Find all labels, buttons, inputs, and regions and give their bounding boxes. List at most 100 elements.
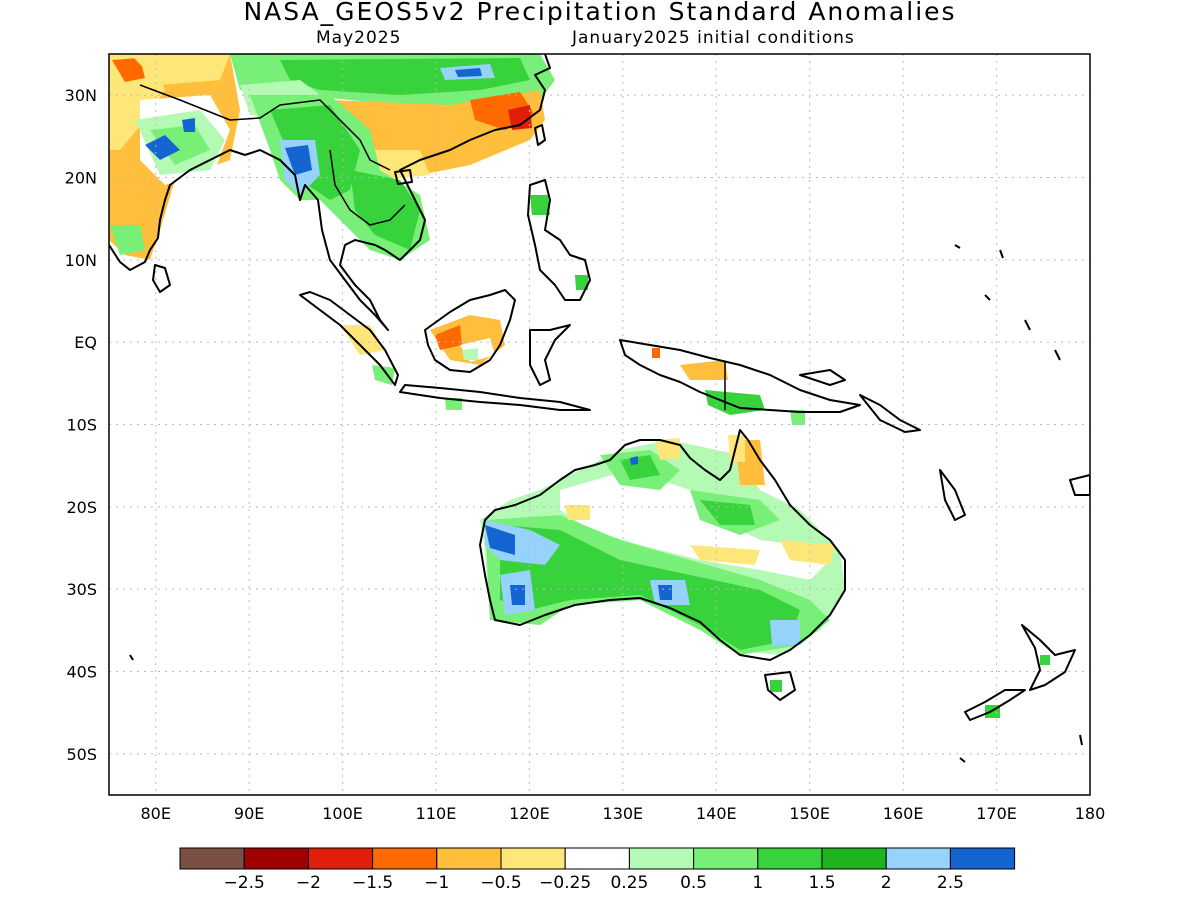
anomaly-region bbox=[620, 455, 660, 480]
anomaly-region bbox=[455, 68, 482, 77]
y-tick-label: EQ bbox=[74, 333, 97, 352]
anomaly-region bbox=[790, 410, 805, 425]
anomaly-region bbox=[728, 435, 745, 462]
y-tick-label: 10N bbox=[65, 251, 97, 270]
colorbar-swatch bbox=[307, 847, 374, 870]
anomaly-region bbox=[445, 398, 462, 410]
y-tick-label: 30N bbox=[65, 86, 97, 105]
x-tick-label: 90E bbox=[234, 804, 264, 823]
coastline-australia bbox=[479, 429, 846, 661]
colorbar-label: 2.5 bbox=[937, 873, 964, 893]
colorbar-swatch bbox=[500, 847, 566, 870]
x-tick-label: 180 bbox=[1075, 804, 1106, 823]
anomaly-region bbox=[780, 540, 835, 565]
colorbar-swatch bbox=[179, 847, 245, 870]
plot-frame bbox=[108, 53, 1091, 796]
colorbar-swatch bbox=[372, 847, 438, 870]
coastline-philippines bbox=[527, 179, 591, 301]
coastlines bbox=[109, 54, 1090, 763]
coastline-java bbox=[399, 384, 591, 411]
anomaly-region bbox=[340, 325, 385, 355]
colorbar-swatch bbox=[628, 847, 695, 870]
colorbar-swatch bbox=[243, 847, 309, 870]
x-tick-label: 80E bbox=[140, 804, 170, 823]
forecast-month: May2025 bbox=[316, 28, 402, 48]
anomaly-region bbox=[350, 170, 420, 250]
coastline-islands bbox=[129, 244, 1083, 763]
colorbar-swatch bbox=[821, 847, 887, 870]
colorbar-swatch bbox=[564, 847, 630, 870]
colorbar-label: −2.5 bbox=[224, 873, 265, 893]
anomaly-region bbox=[435, 325, 462, 350]
anomaly-region bbox=[530, 195, 550, 215]
anomaly-region bbox=[510, 585, 525, 605]
anomaly-region bbox=[485, 525, 515, 555]
colorbar-label: 1 bbox=[752, 873, 763, 893]
anomaly-region bbox=[700, 500, 755, 525]
anomaly-region bbox=[770, 620, 800, 645]
colorbar-label: −2 bbox=[296, 873, 321, 893]
x-tick-label: 110E bbox=[416, 804, 457, 823]
x-tick-label: 140E bbox=[696, 804, 737, 823]
coastline-vanuatu bbox=[939, 469, 966, 521]
y-tick-label: 20S bbox=[66, 498, 97, 517]
y-tick-label: 50S bbox=[66, 745, 97, 764]
anomaly-region bbox=[690, 545, 760, 565]
x-tick-label: 130E bbox=[603, 804, 644, 823]
anomaly-region bbox=[680, 360, 728, 380]
coastline-solomons bbox=[859, 394, 921, 433]
anomaly-region bbox=[1040, 655, 1050, 665]
anomaly-region bbox=[145, 135, 180, 160]
anomaly-region bbox=[182, 118, 195, 132]
y-tick-label: 10S bbox=[66, 416, 97, 435]
country-border bbox=[139, 84, 391, 171]
anomaly-region bbox=[565, 505, 590, 520]
anomaly-region bbox=[130, 54, 230, 85]
coastline-borneo bbox=[424, 289, 516, 373]
colorbar-label: 2 bbox=[881, 873, 892, 893]
anomaly-region bbox=[705, 390, 765, 415]
coastline-taiwan bbox=[534, 124, 546, 146]
x-axis-labels: 80E 90E 100E 110E 120E 130E 140E 150E 160E 170E 18… bbox=[140, 804, 1105, 823]
coastline-new-zealand-south bbox=[964, 689, 1026, 721]
anomaly-region bbox=[770, 680, 782, 692]
anomaly-region bbox=[575, 275, 588, 290]
colorbar-label: 1.5 bbox=[808, 873, 835, 893]
colorbar-swatch bbox=[949, 847, 1016, 870]
country-border bbox=[329, 149, 406, 226]
anomaly-region bbox=[658, 585, 672, 600]
anomaly-region bbox=[112, 58, 145, 82]
coastline-bismarck bbox=[799, 369, 846, 386]
x-tick-label: 170E bbox=[976, 804, 1017, 823]
coastline-indochina bbox=[244, 54, 551, 331]
y-axis-labels: 30N 20N 10N EQ 10S 20S 30S 40S 50S bbox=[65, 86, 97, 764]
colorbar-swatch bbox=[757, 847, 823, 870]
colorbar-labels: −2.5 −2 −1.5 −1 −0.5 −0.25 0.25 0.5 1 1.5 2 2.5 bbox=[224, 873, 964, 893]
anomaly-region bbox=[500, 525, 800, 650]
anomaly-shading bbox=[109, 54, 1050, 718]
colorbar-swatch bbox=[693, 847, 759, 870]
anomaly-region bbox=[652, 348, 660, 358]
y-tick-label: 30S bbox=[66, 580, 97, 599]
anomaly-region bbox=[285, 145, 312, 175]
x-tick-label: 150E bbox=[789, 804, 830, 823]
coastline-tasmania bbox=[764, 671, 796, 701]
x-tick-label: 120E bbox=[509, 804, 550, 823]
x-tick-label: 160E bbox=[883, 804, 924, 823]
anomaly-region bbox=[372, 365, 395, 385]
anomaly-region bbox=[508, 105, 532, 130]
coastline-sri-lanka bbox=[152, 264, 171, 293]
anomaly-region bbox=[560, 470, 830, 580]
colorbar-label: −0.5 bbox=[480, 873, 521, 893]
anomaly-region bbox=[630, 456, 638, 465]
coastline-new-zealand-north bbox=[1021, 624, 1076, 691]
x-tick-label: 100E bbox=[322, 804, 363, 823]
coastline-new-caledonia bbox=[1069, 474, 1090, 496]
colorbar-label: 0.5 bbox=[680, 873, 707, 893]
anomaly-region bbox=[462, 348, 478, 360]
colorbar-swatch bbox=[885, 847, 951, 870]
y-tick-label: 40S bbox=[66, 663, 97, 682]
colorbar-swatch bbox=[436, 847, 502, 870]
coastline-india bbox=[109, 149, 246, 271]
